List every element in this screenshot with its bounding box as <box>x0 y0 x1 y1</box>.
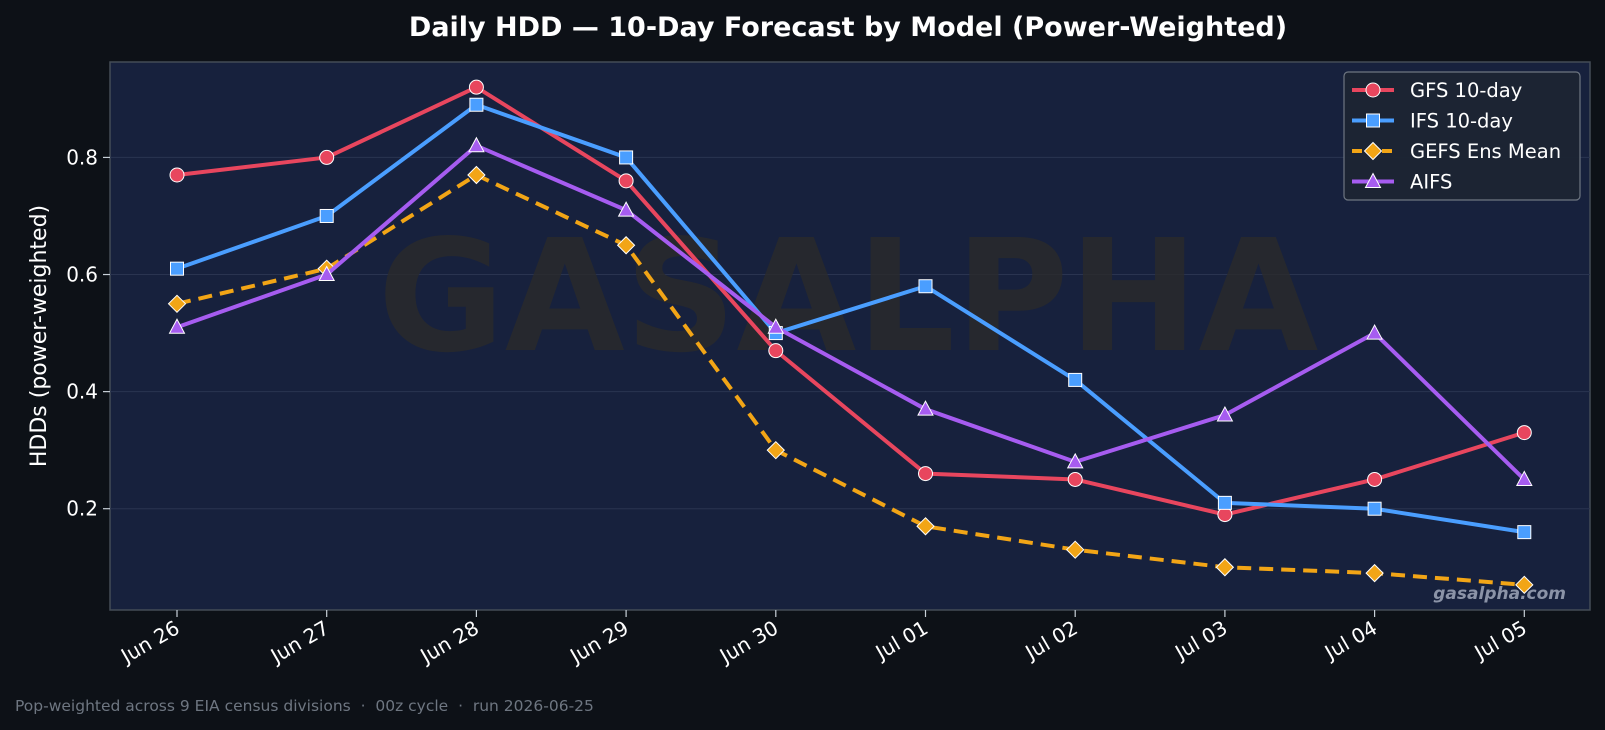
legend-label: GFS 10-day <box>1410 79 1522 102</box>
data-point <box>1517 525 1532 540</box>
legend-item: AIFS <box>1352 171 1452 194</box>
data-point <box>767 318 785 334</box>
data-point <box>619 150 634 165</box>
grid-lines <box>110 156 1590 510</box>
data-point <box>918 466 933 482</box>
y-tick-label: 0.6 <box>66 263 98 287</box>
data-point <box>1516 425 1532 441</box>
data-point <box>917 400 934 416</box>
series-gfs-10-day <box>169 79 1532 523</box>
data-point <box>1065 540 1085 559</box>
plot-area <box>109 61 1591 611</box>
data-point <box>1066 452 1084 469</box>
data-point <box>1215 558 1235 577</box>
y-tick-label: 0.2 <box>66 497 98 521</box>
data-point <box>318 265 336 282</box>
y-tick-label: 0.4 <box>66 380 98 404</box>
y-tick-label: 0.8 <box>66 145 98 169</box>
data-point <box>766 440 786 460</box>
data-point <box>169 167 185 183</box>
data-point <box>1365 563 1384 583</box>
legend-box <box>1343 71 1581 201</box>
watermark: GASALPHA <box>378 206 1319 387</box>
data-point <box>1217 495 1232 510</box>
series-gefs-ens-mean <box>167 165 1534 595</box>
series-aifs <box>168 136 1533 486</box>
legend-marker <box>1363 141 1383 161</box>
data-point <box>616 236 636 255</box>
legend-marker <box>1366 113 1380 128</box>
data-point <box>918 279 933 294</box>
footnote: Pop-weighted across 9 EIA census divisio… <box>15 697 594 715</box>
data-point <box>1515 470 1533 486</box>
data-point <box>916 517 935 536</box>
data-point <box>319 149 335 165</box>
series-line <box>175 102 1527 535</box>
data-point <box>469 97 484 112</box>
data-point <box>170 261 184 276</box>
data-point <box>1367 471 1383 487</box>
legend-label: IFS 10-day <box>1410 110 1513 133</box>
data-point <box>1216 405 1234 422</box>
data-point <box>468 136 485 153</box>
data-point <box>1366 324 1383 340</box>
legend-item: GEFS Ens Mean <box>1352 140 1561 163</box>
series-layer <box>167 79 1534 595</box>
data-point <box>1515 575 1534 595</box>
y-axis-label: HDDs (power-weighted) <box>27 205 52 467</box>
data-point <box>1067 471 1083 487</box>
data-point <box>467 165 486 185</box>
data-point <box>1367 501 1382 516</box>
legend-item: IFS 10-day <box>1352 110 1513 133</box>
data-point <box>167 294 187 314</box>
series-line <box>175 85 1527 517</box>
data-point <box>768 343 784 359</box>
site-label: gasalpha.com <box>1433 584 1566 604</box>
chart-title: Daily HDD — 10-Day Forecast by Model (Po… <box>409 12 1287 43</box>
data-point <box>168 318 186 334</box>
series-line <box>175 143 1527 482</box>
legend: GFS 10-day IFS 10-day GEFS Ens Mean AIFS <box>1343 71 1581 201</box>
legend-marker <box>1365 82 1381 98</box>
legend-label: GEFS Ens Mean <box>1410 140 1561 163</box>
series-line <box>176 172 1525 587</box>
data-point <box>617 201 635 217</box>
legend-label: AIFS <box>1410 171 1452 194</box>
data-point <box>319 208 334 223</box>
data-point <box>618 173 634 189</box>
legend-marker <box>1364 172 1382 188</box>
legend-item: GFS 10-day <box>1352 79 1522 102</box>
data-point <box>468 79 484 95</box>
data-point <box>1068 372 1083 387</box>
